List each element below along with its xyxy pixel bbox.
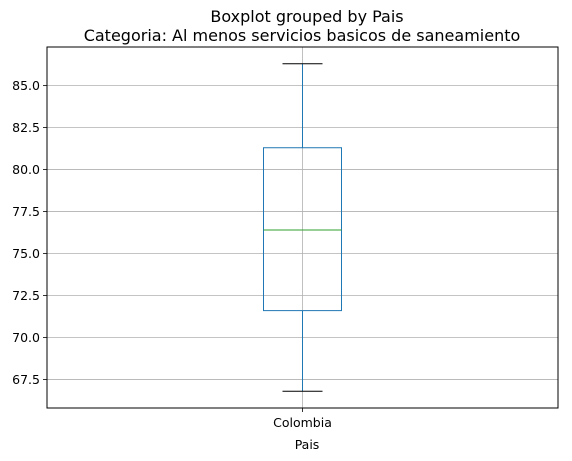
plot-frame: [46, 46, 559, 409]
y-tick-label: 67.5: [12, 372, 40, 387]
x-axis-ticks: Colombia: [273, 408, 332, 430]
chart-suptitle: Boxplot grouped by Pais: [210, 7, 403, 26]
box-iqr: [263, 147, 342, 312]
box-layer: [263, 63, 342, 392]
x-axis-label: Pais: [295, 437, 320, 452]
grid-layer: [47, 47, 558, 408]
y-tick-label: 72.5: [12, 288, 40, 303]
box-group: [263, 63, 342, 392]
x-tick-label: Colombia: [273, 415, 332, 430]
chart-title: Categoria: Al menos servicios basicos de…: [84, 26, 521, 45]
y-tick-label: 70.0: [12, 330, 40, 345]
y-tick-label: 85.0: [12, 78, 40, 93]
y-tick-label: 75.0: [12, 246, 40, 261]
y-tick-label: 77.5: [12, 204, 40, 219]
y-axis-ticks: 67.5 70.0 72.5 75.0 77.5 80.0 82.5 85.0: [12, 78, 47, 387]
y-tick-label: 82.5: [12, 120, 40, 135]
y-tick-label: 80.0: [12, 162, 40, 177]
